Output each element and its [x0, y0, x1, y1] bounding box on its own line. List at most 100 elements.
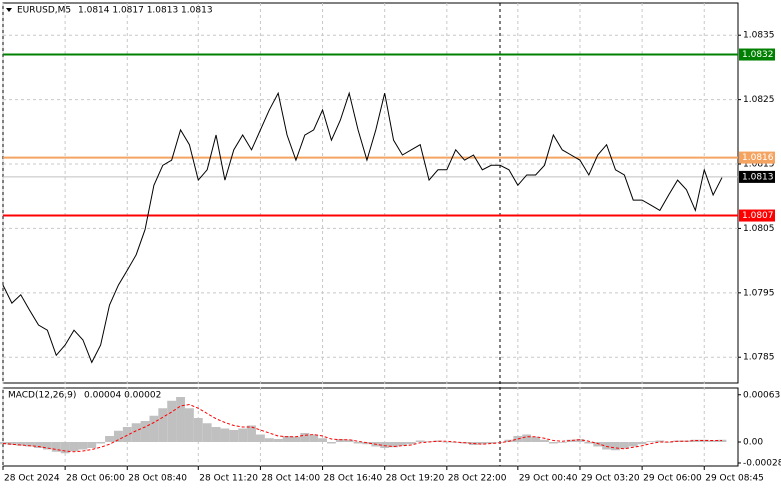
- macd-bar: [708, 440, 718, 442]
- macd-bar: [140, 421, 150, 442]
- macd-bar: [406, 442, 416, 445]
- price-level-label: 1.0832: [742, 50, 774, 60]
- price-level-box: [739, 209, 775, 222]
- macd-bar: [229, 430, 239, 442]
- ohlc: 1.0814 1.0817 1.0813 1.0813: [78, 6, 213, 16]
- x-tick-label: 28 Oct 11:20: [199, 474, 258, 484]
- macd-bar: [611, 442, 620, 451]
- chart-title: EURUSD,M5: [17, 6, 71, 16]
- macd-bar: [522, 434, 532, 442]
- y-tick-label: 0.00063: [743, 390, 780, 400]
- macd-bar: [167, 400, 177, 442]
- y-tick-label: -0.00028: [743, 459, 781, 469]
- macd-bar: [264, 438, 274, 442]
- macd-bar: [255, 434, 265, 442]
- macd-bar: [60, 442, 70, 454]
- macd-bar: [131, 423, 141, 442]
- price-panel: [2, 2, 739, 384]
- macd-bar: [593, 442, 603, 447]
- x-tick-label: 29 Oct 06:00: [643, 474, 702, 484]
- macd-bar: [42, 442, 52, 450]
- price-level-label: 1.0813: [742, 172, 774, 182]
- x-tick-label: 29 Oct 08:45: [705, 474, 764, 484]
- macd-bar: [477, 442, 487, 445]
- macd-bar: [646, 441, 656, 442]
- macd-bar: [344, 439, 354, 442]
- y-tick-label: 1.0815: [743, 160, 775, 170]
- macd-bar: [548, 442, 558, 444]
- signal-line: [2, 403, 722, 453]
- macd-bar: [149, 415, 159, 442]
- macd-bar: [566, 439, 576, 442]
- macd-bar: [238, 428, 248, 442]
- macd-bar: [16, 442, 26, 446]
- y-tick-label: 1.0785: [743, 353, 775, 363]
- macd-bar: [353, 442, 363, 444]
- macd-bar: [51, 442, 61, 452]
- macd-bar: [247, 425, 256, 442]
- macd-bar: [176, 397, 185, 442]
- x-tick-label: 28 Oct 06:00: [66, 474, 125, 484]
- macd-bar: [7, 442, 17, 445]
- macd-bar: [699, 439, 709, 442]
- macd-bar: [584, 442, 594, 444]
- macd-bar: [300, 433, 310, 442]
- y-tick-label: 1.0795: [743, 288, 775, 298]
- macd-bar: [309, 434, 319, 442]
- x-tick-label: 28 Oct 14:00: [261, 474, 320, 484]
- macd-bar: [628, 442, 638, 447]
- price-level-box: [739, 151, 775, 164]
- x-tick-label: 28 Oct 2024: [4, 474, 60, 484]
- macd-bar: [531, 436, 541, 442]
- macd-bar: [389, 442, 399, 448]
- price-level-label: 1.0807: [742, 211, 774, 221]
- macd-values: 0.00004 0.00002: [84, 391, 161, 401]
- price-level-box: [739, 170, 775, 183]
- macd-bar: [380, 442, 390, 448]
- x-tick-label: 29 Oct 00:40: [519, 474, 578, 484]
- y-tick-label: 0.00: [743, 438, 763, 448]
- y-tick-label: 1.0825: [743, 95, 775, 105]
- macd-bar: [655, 440, 665, 442]
- price-line: [2, 91, 723, 364]
- macd-bar: [282, 436, 292, 442]
- macd-bar: [184, 408, 194, 442]
- macd-bar: [540, 439, 549, 442]
- macd-bar: [87, 442, 97, 448]
- macd-panel: [2, 387, 739, 467]
- macd-bar: [96, 442, 106, 444]
- macd-bar: [78, 442, 88, 450]
- macd-title: MACD(12,26,9): [8, 391, 76, 401]
- price-level-box: [739, 48, 775, 61]
- macd-bar: [211, 427, 221, 442]
- macd-bar: [486, 442, 496, 444]
- macd-bar: [433, 440, 443, 442]
- macd-bar: [34, 442, 43, 448]
- macd-bar: [335, 439, 345, 442]
- macd-bar: [193, 418, 203, 442]
- menu-icon: [6, 8, 12, 12]
- macd-bar: [664, 442, 674, 443]
- macd-bar: [202, 423, 212, 442]
- macd-bar: [442, 442, 452, 443]
- macd-bar: [602, 442, 612, 450]
- macd-bar: [25, 442, 35, 447]
- macd-bar: [326, 442, 336, 444]
- macd-bar: [273, 439, 283, 442]
- macd-bar: [619, 442, 629, 449]
- macd-bar: [291, 436, 301, 442]
- x-tick-label: 28 Oct 16:40: [324, 474, 383, 484]
- macd-bar: [575, 439, 585, 442]
- macd-bar: [318, 438, 327, 442]
- x-tick-label: 28 Oct 19:20: [386, 474, 445, 484]
- macd-bar: [122, 427, 132, 442]
- macd-bar: [113, 430, 123, 442]
- macd-bar: [158, 408, 168, 442]
- x-tick-label: 29 Oct 03:20: [581, 474, 640, 484]
- macd-bar: [415, 440, 425, 442]
- y-tick-label: 1.0835: [743, 31, 775, 41]
- x-tick-label: 28 Oct 22:00: [448, 474, 507, 484]
- macd-bar: [557, 442, 567, 443]
- x-tick-label: 28 Oct 08:40: [128, 474, 187, 484]
